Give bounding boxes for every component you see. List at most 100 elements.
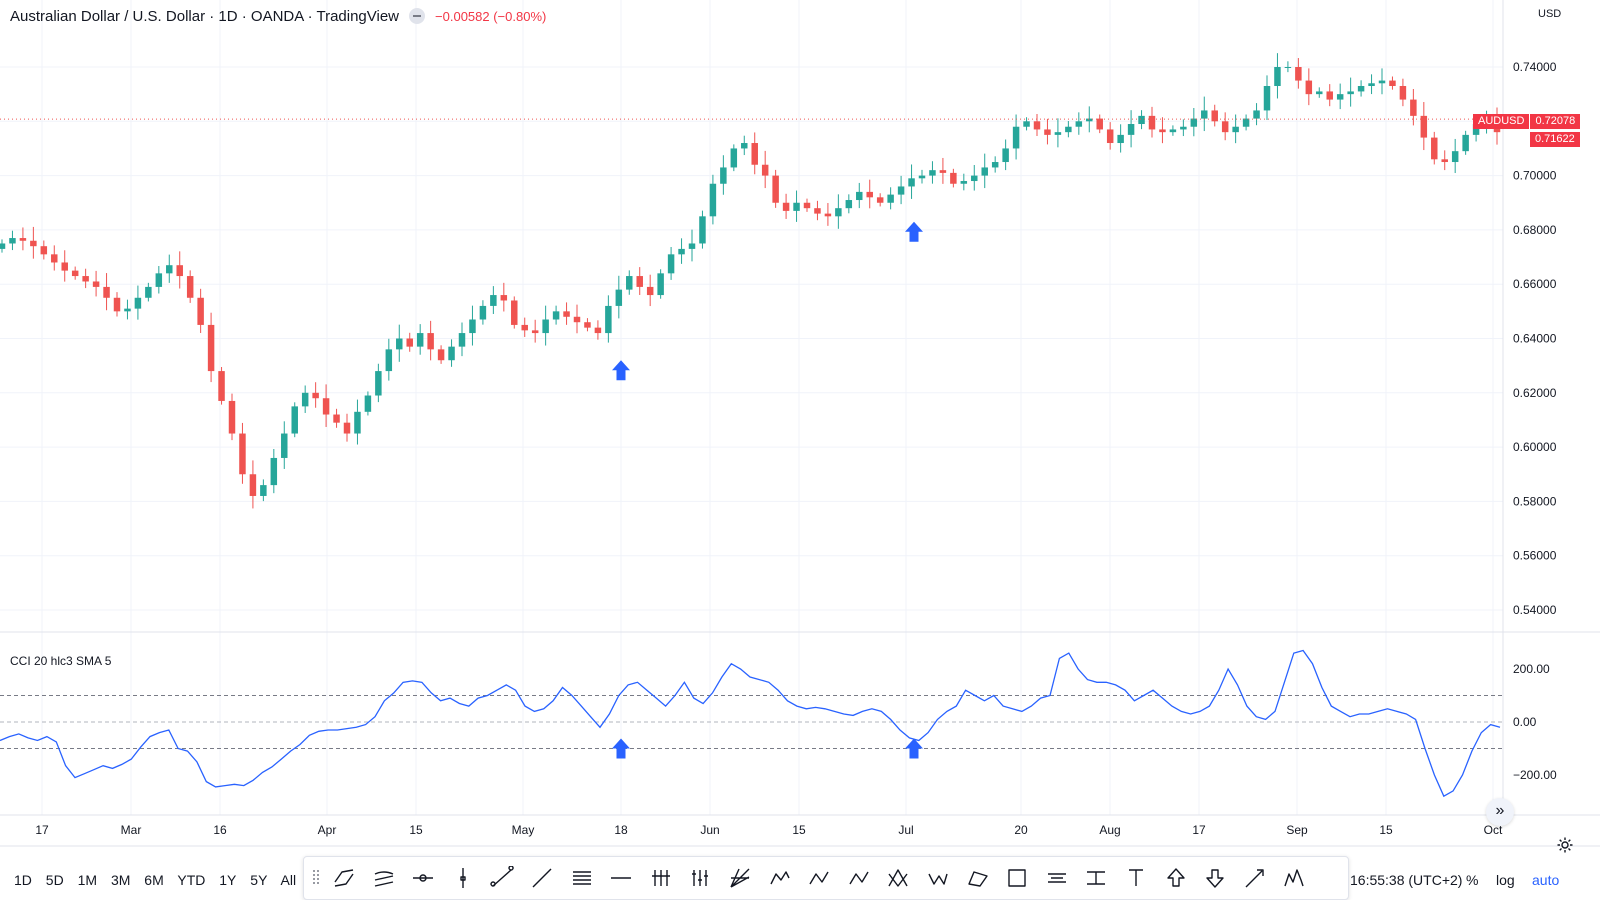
- candle-body: [1159, 129, 1166, 133]
- candle: [375, 363, 382, 403]
- candle: [113, 292, 121, 317]
- candle-body: [61, 262, 68, 271]
- candle-body: [552, 311, 560, 320]
- range-3m[interactable]: 3M: [110, 872, 131, 888]
- arrow-up-icon[interactable]: [1164, 866, 1188, 890]
- range-ytd[interactable]: YTD: [177, 872, 206, 888]
- candle-body: [479, 305, 487, 320]
- candle-body: [573, 316, 581, 323]
- candle: [82, 268, 89, 289]
- candle-body: [1201, 110, 1208, 119]
- percent-toggle[interactable]: %: [1466, 872, 1479, 888]
- candle-body: [981, 167, 988, 176]
- candle: [176, 251, 183, 289]
- candle: [521, 317, 528, 337]
- candle: [479, 300, 487, 325]
- candle-body: [207, 324, 215, 372]
- text-icon[interactable]: [1124, 866, 1148, 890]
- symbol-tag-label: AUDUSD: [1473, 114, 1531, 129]
- trend-line-icon-glyph: [490, 866, 515, 887]
- rectangle-icon[interactable]: [1005, 866, 1029, 890]
- parallel-channel-icon[interactable]: [332, 866, 356, 890]
- range-5d[interactable]: 5D: [45, 872, 64, 888]
- candle: [1284, 61, 1292, 73]
- abcd-pattern-icon[interactable]: [807, 866, 831, 890]
- arrow-up-marker: [905, 221, 923, 242]
- candle: [741, 135, 748, 156]
- arrow-marker-icon[interactable]: [1243, 866, 1267, 890]
- range-5y[interactable]: 5Y: [250, 872, 268, 888]
- time-axis-label: 15: [792, 823, 806, 837]
- candle: [981, 153, 988, 189]
- ray-icon[interactable]: [530, 866, 554, 890]
- date-range-icon-glyph: [1047, 873, 1066, 883]
- log-toggle[interactable]: log: [1496, 872, 1515, 888]
- candle: [406, 332, 413, 352]
- candle-body: [688, 243, 696, 249]
- price-range-icon[interactable]: [1084, 866, 1108, 890]
- pitchfork-icon[interactable]: [649, 866, 673, 890]
- range-1d[interactable]: 1D: [14, 872, 32, 888]
- date-range-icon[interactable]: [1045, 866, 1069, 890]
- vertical-line-icon[interactable]: [451, 866, 475, 890]
- indicator-label[interactable]: CCI 20 hlc3 SMA 5: [10, 654, 112, 668]
- candle-body: [1263, 86, 1271, 111]
- candle: [991, 156, 999, 173]
- candle: [751, 132, 758, 175]
- candle-body: [918, 175, 926, 179]
- regression-trend-icon[interactable]: [372, 866, 396, 890]
- fib-retracement-icon[interactable]: [570, 866, 594, 890]
- range-all[interactable]: All: [280, 872, 297, 888]
- candle: [1263, 75, 1271, 120]
- clock-timestamp[interactable]: 16:55:38 (UTC+2): [1350, 872, 1463, 888]
- axes-layer: 0.740000.720000.700000.680000.660000.640…: [0, 0, 1600, 847]
- candle-body: [1148, 115, 1156, 130]
- head-shoulders-icon[interactable]: [886, 866, 910, 890]
- arrow-down-icon[interactable]: [1203, 866, 1227, 890]
- triangle-pattern-icon[interactable]: [966, 866, 990, 890]
- drag-handle-icon[interactable]: [313, 869, 319, 885]
- candle-body: [448, 346, 455, 361]
- horizontal-line-icon[interactable]: [609, 866, 633, 890]
- candle: [657, 269, 664, 299]
- candle-body: [511, 300, 518, 325]
- candle: [1410, 88, 1417, 126]
- range-1m[interactable]: 1M: [77, 872, 98, 888]
- elliott-wave-icon[interactable]: [847, 866, 871, 890]
- collapse-icon[interactable]: [409, 8, 426, 24]
- candle: [563, 302, 570, 325]
- arrow-up-icon-glyph: [1166, 868, 1185, 887]
- candle-body: [730, 148, 738, 168]
- auto-toggle[interactable]: auto: [1532, 872, 1560, 888]
- range-6m[interactable]: 6M: [144, 872, 164, 888]
- candle: [573, 304, 581, 334]
- candle-body: [343, 422, 351, 434]
- candle: [1305, 68, 1313, 106]
- candle: [772, 169, 779, 208]
- cypher-pattern-icon[interactable]: [1282, 866, 1306, 890]
- candle: [699, 210, 706, 249]
- price-axis-label: 0.56000: [1513, 549, 1557, 563]
- range-1y[interactable]: 1Y: [219, 872, 237, 888]
- candle: [1378, 68, 1386, 95]
- trend-line-icon[interactable]: [490, 866, 515, 890]
- gann-fan-icon[interactable]: [688, 866, 712, 890]
- fib-fan-icon[interactable]: [728, 866, 752, 890]
- fib-retracement-icon-glyph: [572, 871, 591, 885]
- time-axis-label: 17: [35, 823, 49, 837]
- candle: [124, 299, 131, 320]
- candle-body: [1044, 129, 1051, 135]
- candle: [427, 320, 434, 361]
- price-axis-label: 0.60000: [1513, 440, 1557, 454]
- candle: [584, 318, 591, 332]
- wxy-wave-icon[interactable]: [926, 866, 950, 890]
- candle-body: [71, 270, 79, 277]
- xabcd-pattern-icon[interactable]: [768, 866, 792, 890]
- candle: [197, 288, 204, 333]
- price-axis-label: 0.66000: [1513, 277, 1557, 291]
- gear-icon[interactable]: [1556, 836, 1574, 854]
- candle: [239, 422, 246, 484]
- scroll-to-realtime-button[interactable]: »: [1486, 798, 1514, 826]
- horizontal-ray-icon[interactable]: [411, 866, 435, 890]
